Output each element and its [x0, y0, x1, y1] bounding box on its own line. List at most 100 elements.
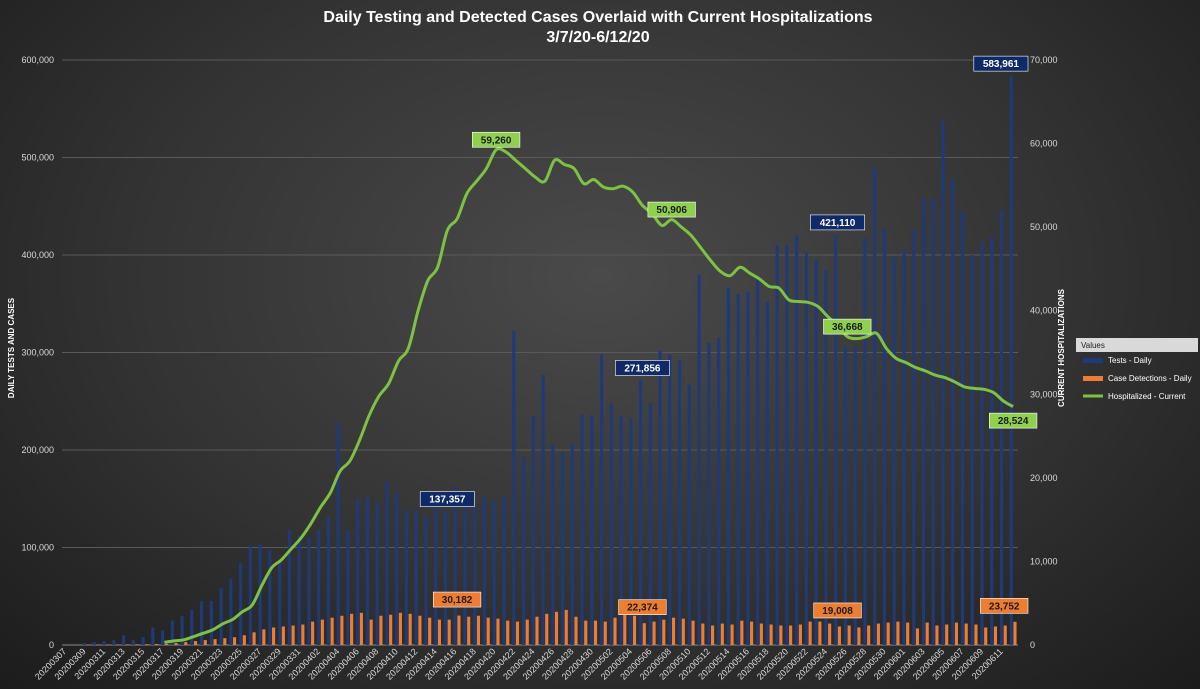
bar-case-detections-daily — [193, 641, 198, 645]
bar-tests-daily — [717, 337, 721, 645]
bar-tests-daily — [834, 234, 838, 645]
bar-tests-daily — [102, 641, 106, 645]
bar-tests-daily — [248, 545, 252, 645]
legend: Values Tests - Daily Case Detections - D… — [1076, 338, 1198, 401]
bar-tests-daily — [902, 250, 906, 645]
chart-title: Daily Testing and Detected Cases Overlai… — [323, 9, 872, 26]
bar-case-detections-daily — [974, 624, 978, 645]
bar-case-detections-daily — [808, 621, 812, 645]
bar-case-detections-daily — [515, 621, 520, 645]
line-hospitalized-current — [164, 147, 1014, 644]
bar-tests-daily — [863, 237, 867, 645]
bar-tests-daily — [200, 601, 204, 645]
bar-tests-daily — [853, 346, 857, 645]
bar-case-detections-daily — [86, 644, 90, 646]
bar-tests-daily — [453, 487, 457, 645]
bar-case-detections-daily — [593, 620, 598, 645]
bar-tests-daily — [912, 229, 916, 645]
data-label: 19,008 — [822, 606, 853, 617]
y2-tick-label: 40,000 — [1030, 306, 1058, 316]
bar-case-detections-daily — [925, 622, 929, 645]
bar-case-detections-daily — [486, 617, 490, 645]
bar-case-detections-daily — [291, 625, 295, 645]
bar-case-detections-daily — [740, 620, 744, 645]
y-tick-label: 0 — [49, 640, 54, 650]
bar-case-detections-daily — [623, 612, 627, 645]
bar-tests-daily — [892, 256, 896, 645]
bar-case-detections-daily — [311, 621, 315, 645]
bar-case-detections-daily — [506, 620, 510, 645]
bar-case-detections-daily — [779, 625, 783, 645]
data-label: 36,668 — [832, 322, 863, 333]
bar-case-detections-daily — [96, 644, 100, 646]
bar-case-detections-daily — [886, 622, 890, 645]
y2-tick-label: 20,000 — [1030, 473, 1058, 483]
bar-case-detections-daily — [818, 621, 822, 645]
bar-case-detections-daily — [467, 616, 471, 645]
bar-tests-daily — [512, 331, 516, 645]
data-label-box — [472, 131, 521, 148]
bar-tests-daily — [346, 529, 350, 645]
bar-tests-daily — [258, 544, 262, 645]
bar-tests-daily — [1009, 75, 1013, 646]
bar-case-detections-daily — [1013, 621, 1017, 645]
bar-case-detections-daily — [691, 620, 695, 645]
bar-case-detections-daily — [652, 621, 656, 645]
bar-case-detections-daily — [554, 611, 559, 645]
bar-case-detections-daily — [525, 619, 529, 645]
bar-tests-daily — [921, 198, 926, 645]
bar-case-detections-daily — [125, 644, 129, 645]
bar-tests-daily — [82, 643, 87, 645]
bar-tests-daily — [960, 211, 965, 645]
bar-case-detections-daily — [574, 616, 578, 645]
bar-tests-daily — [746, 292, 750, 645]
bar-case-detections-daily — [954, 622, 959, 645]
bar-case-detections-daily — [564, 609, 568, 645]
bar-tests-daily — [92, 642, 96, 645]
bar-case-detections-daily — [398, 612, 402, 645]
y2-tick-label: 50,000 — [1030, 222, 1058, 232]
bar-case-detections-daily — [154, 644, 159, 645]
bar-case-detections-daily — [252, 632, 256, 645]
bar-case-detections-daily — [720, 623, 724, 645]
x-axis-ticks: 2020030720200309202003112020031320200315… — [33, 646, 1005, 681]
data-label-box — [989, 412, 1038, 429]
y2-axis-title: CURRENT HOSPITALIZATIONS — [1057, 288, 1066, 407]
bar-case-detections-daily — [164, 643, 168, 645]
bar-case-detections-daily — [769, 624, 773, 645]
bar-case-detections-daily — [369, 619, 373, 645]
bar-tests-daily — [619, 415, 623, 645]
data-label: 59,260 — [481, 135, 512, 146]
data-label: 271,856 — [624, 363, 661, 374]
bar-tests-daily — [824, 270, 828, 645]
bar-case-detections-daily — [203, 640, 207, 645]
bar-tests-daily — [531, 415, 535, 645]
bar-tests-daily — [365, 496, 369, 645]
y2-tick-label: 70,000 — [1030, 55, 1058, 65]
bar-case-detections-daily — [174, 643, 178, 645]
data-label-box — [980, 598, 1029, 614]
bar-case-detections-daily — [662, 619, 666, 645]
bar-case-detections-daily — [242, 635, 246, 645]
bar-case-detections-daily — [789, 625, 793, 645]
bar-tests-daily — [843, 346, 847, 645]
bar-case-detections-daily — [984, 627, 988, 645]
bar-tests-daily — [707, 342, 711, 645]
bar-case-detections-daily — [262, 629, 266, 645]
bar-tests-daily — [414, 510, 418, 645]
bar-case-detections-daily — [272, 627, 276, 645]
bar-case-detections-daily — [915, 628, 919, 645]
bar-case-detections-daily — [671, 617, 676, 645]
bar-tests-daily — [131, 640, 135, 645]
bar-tests-daily — [278, 559, 282, 645]
bar-case-detections-daily — [964, 623, 968, 645]
bar-tests-daily — [697, 274, 701, 645]
bar-case-detections-daily — [935, 625, 939, 645]
bar-case-detections-daily — [876, 623, 880, 645]
bar-tests-daily — [307, 537, 311, 645]
bar-tests-daily — [482, 496, 487, 645]
bar-tests-daily — [317, 529, 321, 645]
bar-tests-daily — [463, 498, 467, 645]
bar-tests-daily — [609, 403, 613, 645]
